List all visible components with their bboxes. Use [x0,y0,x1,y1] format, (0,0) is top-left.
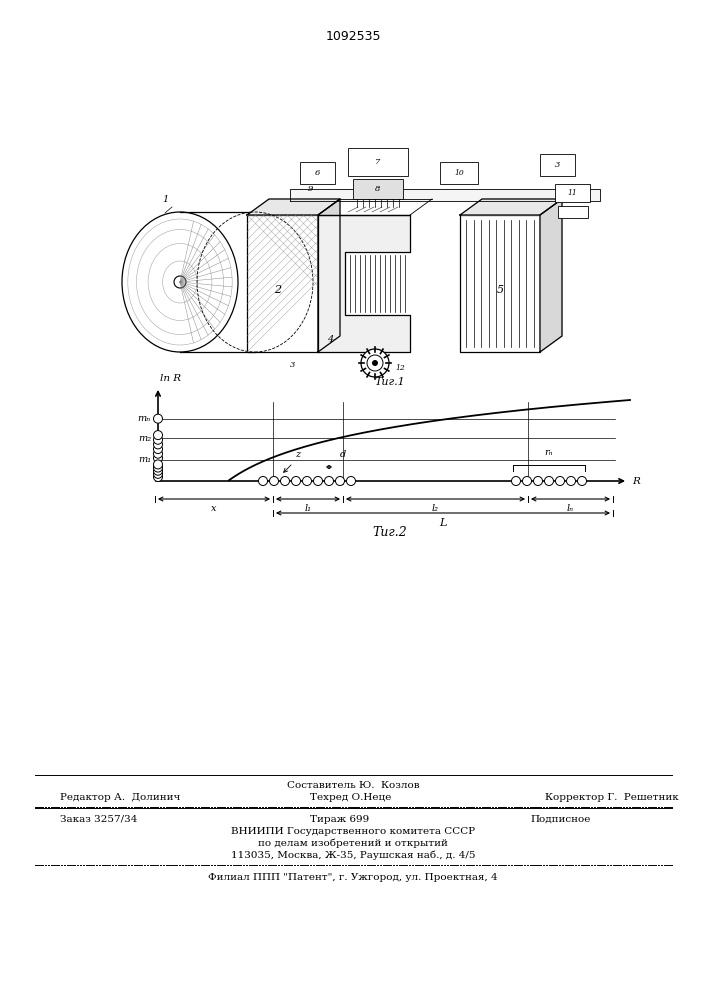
Circle shape [269,477,279,486]
Text: 1092535: 1092535 [325,30,381,43]
Bar [460,215,540,352]
Polygon shape [460,199,562,215]
Circle shape [291,477,300,486]
Text: 11: 11 [568,189,578,197]
Bar [300,162,335,184]
Text: 113035, Москва, Ж-35, Раушская наб., д. 4/5: 113035, Москва, Ж-35, Раушская наб., д. … [230,850,475,860]
Text: L: L [439,518,447,528]
Text: Подписное: Подписное [530,814,590,824]
Circle shape [511,477,520,486]
Polygon shape [540,199,562,352]
Circle shape [153,454,163,463]
Text: 3: 3 [555,161,560,169]
Bar [440,162,478,184]
Text: 2: 2 [274,285,281,295]
Circle shape [372,360,378,366]
Text: mₙ: mₙ [138,414,151,423]
Bar [540,154,575,176]
Text: rₙ: rₙ [544,448,554,457]
Text: ln R: ln R [160,374,181,383]
Circle shape [346,477,356,486]
Circle shape [534,477,542,486]
Text: 1: 1 [162,196,168,205]
Text: z: z [295,450,300,459]
Text: по делам изобретений и открытий: по делам изобретений и открытий [258,838,448,848]
Text: ВНИИПИ Государственного комитета СССР: ВНИИПИ Государственного комитета СССР [231,826,475,836]
Circle shape [325,477,334,486]
Text: lₙ: lₙ [567,504,574,513]
Text: R: R [632,477,640,486]
Circle shape [556,477,564,486]
Circle shape [522,477,532,486]
Circle shape [153,431,163,440]
Circle shape [153,449,163,458]
Circle shape [544,477,554,486]
Text: 8: 8 [375,185,380,193]
Bar [555,184,590,202]
Bar [247,215,318,352]
Circle shape [281,477,289,486]
Text: Корректор Г.  Решетник: Корректор Г. Решетник [545,792,679,802]
Circle shape [367,355,383,371]
Text: 6: 6 [315,169,320,177]
Text: 5: 5 [496,285,503,295]
Circle shape [153,469,163,478]
Circle shape [336,477,344,486]
Circle shape [303,477,312,486]
Circle shape [153,460,163,469]
Text: m₁: m₁ [138,455,151,464]
Text: 9: 9 [308,185,312,193]
Circle shape [313,477,322,486]
Text: 10: 10 [454,169,464,177]
Circle shape [153,440,163,449]
Circle shape [578,477,587,486]
Bar [558,206,588,218]
Text: 12: 12 [395,364,404,372]
Polygon shape [247,199,340,215]
Text: l₁: l₁ [305,504,312,513]
Text: Редактор А.  Долинич: Редактор А. Долинич [60,792,180,802]
Text: 4: 4 [327,336,333,344]
Text: Τиг.1: Τиг.1 [375,377,405,387]
Bar [353,179,403,199]
Circle shape [153,473,163,482]
Text: 3: 3 [291,361,296,369]
Polygon shape [318,199,340,352]
Circle shape [361,349,389,377]
Polygon shape [290,189,600,201]
Circle shape [153,445,163,454]
Bar [348,148,408,176]
Circle shape [566,477,575,486]
Circle shape [153,435,163,444]
Circle shape [153,463,163,472]
Text: Техред О.Неце: Техред О.Неце [310,792,392,802]
Text: Τиг.2: Τиг.2 [373,526,407,540]
Text: x: x [211,504,217,513]
Text: Тираж 699: Тираж 699 [310,814,369,824]
Text: Заказ 3257/34: Заказ 3257/34 [60,814,137,824]
Text: d: d [340,450,346,459]
Circle shape [259,477,267,486]
Text: Составитель Ю.  Козлов: Составитель Ю. Козлов [286,780,419,790]
Circle shape [153,466,163,475]
Circle shape [153,414,163,423]
Text: m₂: m₂ [138,434,151,443]
Text: 7: 7 [375,158,380,166]
Text: Филиал ППП "Патент", г. Ужгород, ул. Проектная, 4: Филиал ППП "Патент", г. Ужгород, ул. Про… [208,874,498,882]
Polygon shape [318,215,410,352]
Text: l₂: l₂ [432,504,439,513]
